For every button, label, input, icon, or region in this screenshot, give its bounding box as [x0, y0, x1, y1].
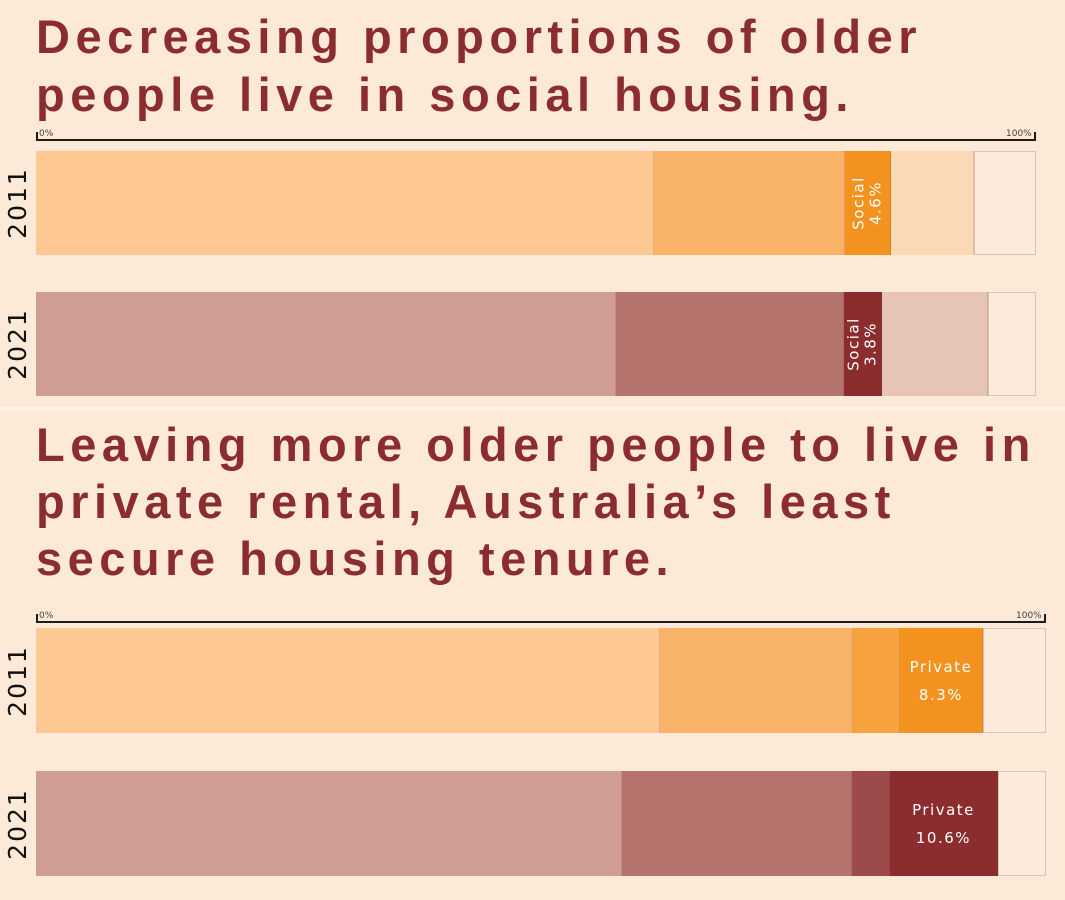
- stacked-bar-2011: Social 4.6%: [36, 151, 1036, 255]
- segment-category-label: Private: [912, 800, 975, 819]
- year-label-2021: 2021: [3, 787, 32, 860]
- bar-segment: [891, 151, 974, 255]
- bar-segment: [36, 151, 654, 255]
- segment-value-label: 10.6%: [915, 828, 972, 847]
- segment-value-label: 8.3%: [918, 685, 964, 704]
- stacked-bar-2021: Private 10.6%: [36, 771, 1046, 876]
- segment-label: Private 10.6%: [912, 796, 975, 852]
- year-label-2021: 2021: [3, 308, 32, 380]
- bar-segment: [882, 292, 988, 396]
- segment-category-label: Private: [909, 657, 973, 676]
- axis-label-max: 100%: [1016, 611, 1042, 621]
- bar-segment: [621, 771, 853, 876]
- section-divider: [0, 407, 1065, 411]
- bar-segment: [997, 771, 1046, 876]
- bar-segment: [988, 292, 1036, 396]
- stacked-bar-2021: Social 3.8%: [36, 292, 1036, 396]
- bar-segment: [974, 151, 1036, 255]
- chart-2-title: Leaving more older people to live in pri…: [36, 418, 1036, 585]
- segment-value-label: 4.6%: [866, 180, 885, 226]
- axis-tick-end: [1034, 132, 1036, 140]
- bar-segment: [36, 628, 661, 733]
- bar-segment-social: Social 3.8%: [844, 292, 882, 396]
- bar-segment: [852, 771, 891, 876]
- bar-segment: [36, 292, 616, 396]
- axis-tick-start: [36, 614, 38, 622]
- bar-segment-social: Social 4.6%: [845, 151, 891, 255]
- bar-segment-private: Private 10.6%: [890, 771, 998, 876]
- segment-label: Private 8.3%: [910, 653, 973, 709]
- bar-segment-private: Private 8.3%: [899, 628, 984, 733]
- bar-segment: [616, 292, 844, 396]
- year-label-2011: 2011: [3, 644, 32, 717]
- bar-segment: [36, 771, 622, 876]
- bar-segment: [654, 151, 845, 255]
- chart-1-title: Decreasing proportions of older people l…: [36, 10, 923, 121]
- bar-segment: [853, 628, 900, 733]
- year-label-2011: 2011: [3, 167, 32, 239]
- segment-label: Social 3.8%: [844, 317, 880, 371]
- segment-category-label: Social: [849, 176, 868, 230]
- segment-label: Social 4.6%: [849, 176, 885, 230]
- stacked-bar-2011: Private 8.3%: [36, 628, 1046, 733]
- axis-label-max: 100%: [1006, 129, 1032, 139]
- axis-label-min: 0%: [39, 129, 54, 139]
- bar-segment: [660, 628, 854, 733]
- axis-tick-start: [36, 132, 38, 140]
- axis-tick-end: [1044, 614, 1046, 622]
- axis-label-min: 0%: [39, 611, 54, 621]
- axis-line: [36, 139, 1036, 141]
- bar-segment: [983, 628, 1046, 733]
- axis-line: [36, 621, 1046, 623]
- segment-category-label: Social: [844, 317, 863, 371]
- segment-value-label: 3.8%: [861, 321, 880, 367]
